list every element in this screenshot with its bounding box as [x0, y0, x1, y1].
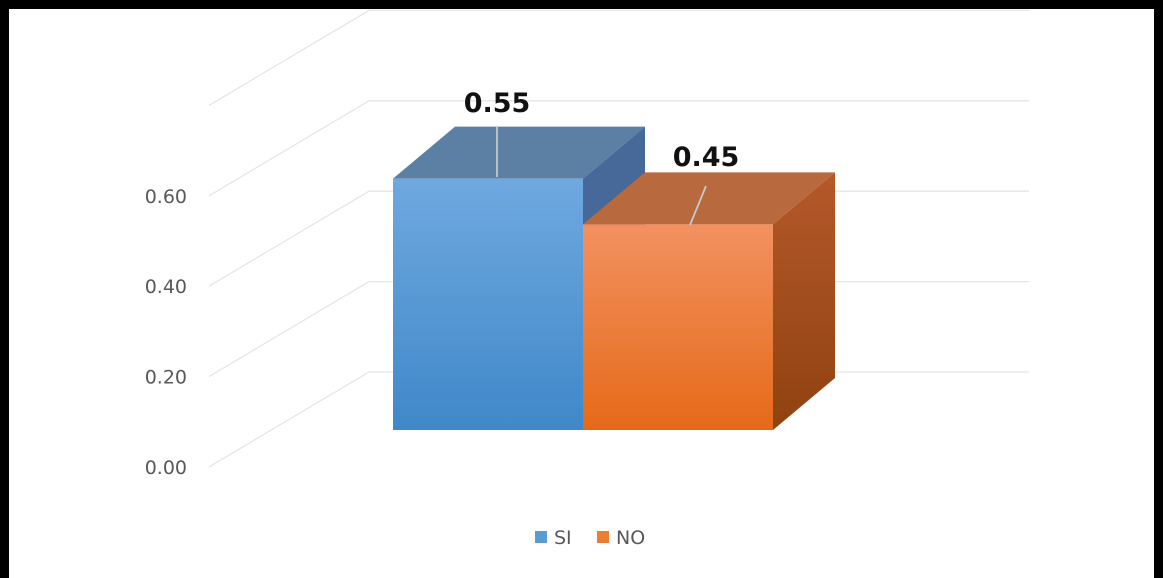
bar-top-si: [393, 126, 645, 179]
y-tick-label: 0.60: [145, 186, 187, 208]
legend-label-no: NO: [616, 527, 645, 549]
legend: SI NO: [535, 527, 645, 549]
legend-swatch-si: [535, 531, 547, 543]
y-tick-label: 0.00: [145, 457, 187, 479]
leader-line: [689, 185, 707, 226]
y-axis-ticks: 0.00 0.20 0.40 0.60: [145, 186, 187, 479]
y-tick-label: 0.40: [145, 276, 187, 298]
chart: 0.00 0.20 0.40 0.60 0.55 0.45 SI NO: [145, 9, 1029, 549]
data-labels: 0.55 0.45: [464, 88, 740, 226]
bar-no: [583, 224, 773, 430]
gridline-diagonal: [208, 100, 370, 197]
bar-top-no: [583, 172, 835, 225]
bar-si: [393, 178, 583, 430]
data-label-no: 0.45: [673, 142, 740, 173]
y-tick-label: 0.20: [145, 367, 187, 389]
data-label-si: 0.55: [464, 88, 531, 119]
gridline-diagonal: [208, 190, 370, 287]
legend-swatch-no: [597, 531, 609, 543]
gridline-diagonal: [208, 9, 370, 106]
legend-label-si: SI: [554, 527, 572, 549]
gridline-diagonal: [208, 281, 370, 378]
gridline-diagonal: [208, 371, 370, 468]
bars: [393, 126, 835, 431]
bar-side-no: [773, 172, 835, 430]
